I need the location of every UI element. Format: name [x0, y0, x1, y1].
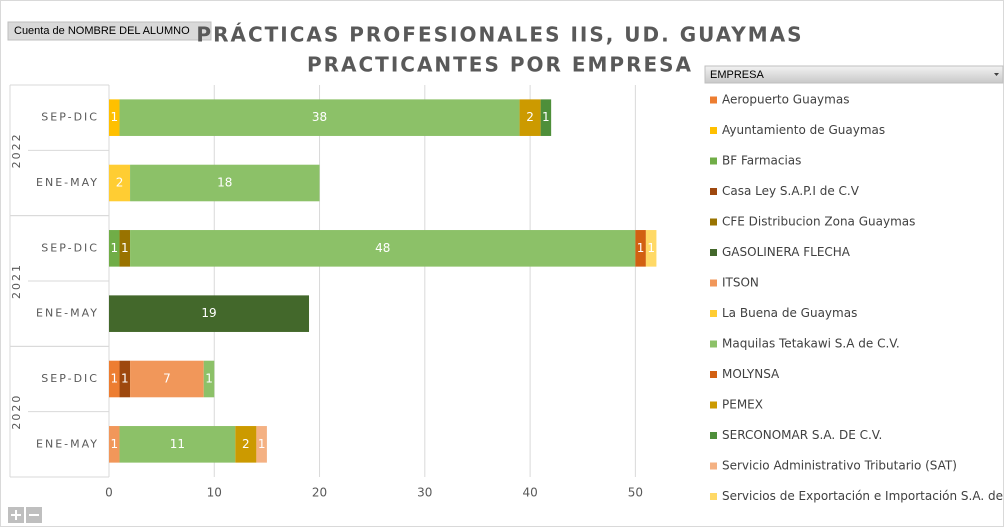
- legend-label: GASOLINERA FLECHA: [722, 245, 851, 259]
- legend-label: PEMEX: [722, 398, 763, 412]
- bar-segment: [130, 360, 204, 398]
- group-label: 2021: [10, 263, 23, 299]
- data-label: 1: [121, 372, 129, 386]
- data-label: 2: [242, 437, 250, 451]
- data-label: 1: [205, 372, 213, 386]
- bar-segment: [119, 426, 236, 463]
- data-label: 2: [116, 176, 124, 190]
- category-label: ENE-MAY: [36, 437, 99, 450]
- bar-segment: [109, 360, 120, 398]
- legend-swatch: [710, 371, 717, 378]
- legend-label: Maquilas Tetakawi S.A de C.V.: [722, 337, 900, 351]
- x-tick-label: 10: [207, 486, 222, 500]
- x-tick-label: 20: [312, 486, 327, 500]
- data-label: 1: [647, 241, 655, 255]
- bar-segment: [119, 99, 520, 136]
- legend-label: MOLYNSA: [722, 367, 780, 381]
- chart-subtitle: PRACTICANTES POR EMPRESA: [307, 53, 693, 77]
- data-label: 1: [110, 437, 118, 451]
- bar-segment: [109, 426, 120, 463]
- data-label: 38: [312, 110, 327, 124]
- category-label: ENE-MAY: [36, 176, 99, 189]
- legend-swatch: [710, 462, 717, 470]
- legend-label: ITSON: [722, 276, 759, 290]
- x-tick-label: 50: [628, 486, 643, 500]
- legend-field-button[interactable]: [704, 65, 1004, 84]
- data-label: 18: [217, 176, 232, 190]
- legend-label: La Buena de Guaymas: [722, 306, 857, 320]
- legend-swatch: [710, 127, 717, 134]
- legend-swatch: [710, 218, 717, 226]
- legend-swatch: [710, 157, 717, 165]
- value-field-button[interactable]: [7, 21, 212, 41]
- category-label: SEP-DIC: [41, 241, 99, 254]
- legend-swatch: [710, 279, 717, 287]
- legend-swatch: [710, 188, 717, 195]
- bar-segment: [109, 99, 120, 136]
- x-tick-label: 40: [522, 486, 537, 500]
- category-label: ENE-MAY: [36, 307, 99, 320]
- zoom-buttons: [8, 507, 42, 523]
- data-label: 1: [542, 110, 550, 124]
- bar-segment: [109, 230, 120, 267]
- legend-swatch: [710, 493, 717, 500]
- legend-label: SERCONOMAR S.A. DE C.V.: [722, 428, 882, 442]
- legend-label: Ayuntamiento de Guaymas: [722, 123, 885, 137]
- legend-label: Servicio Administrativo Tributario (SAT): [722, 459, 957, 473]
- data-label: 1: [121, 241, 129, 255]
- bar-segment: [203, 360, 215, 398]
- bar-segment: [235, 426, 257, 463]
- legend-label: Servicios de Exportación e Importación S…: [722, 489, 1004, 503]
- data-label: 1: [258, 437, 266, 451]
- x-tick-label: 0: [105, 486, 113, 500]
- legend-swatch: [710, 96, 717, 104]
- legend-title: EMPRESA: [710, 69, 764, 81]
- legend-swatch: [710, 432, 717, 439]
- data-label: 1: [637, 241, 645, 255]
- dropdown-arrow: [994, 73, 999, 76]
- legend-swatch: [710, 249, 717, 256]
- legend-label: BF Farmacias: [722, 154, 801, 168]
- data-label: 2: [526, 110, 534, 124]
- data-label: 48: [375, 241, 390, 255]
- bar-segment: [109, 295, 310, 332]
- legend-label: CFE Distribucion Zona Guaymas: [722, 215, 915, 229]
- chart-title: PRÁCTICAS PROFESIONALES IIS, UD. GUAYMAS: [196, 23, 803, 47]
- data-label: 7: [163, 372, 171, 386]
- bar-segment: [130, 230, 636, 267]
- legend-label: Casa Ley S.A.P.I de C.V: [722, 184, 860, 198]
- bar-segment: [130, 164, 320, 202]
- bar-segment: [119, 360, 131, 398]
- legend-swatch: [710, 310, 717, 317]
- group-label: 2022: [10, 132, 23, 168]
- plus-icon: [11, 510, 21, 520]
- bar-segment: [119, 230, 131, 267]
- category-label: SEP-DIC: [41, 372, 99, 385]
- x-tick-label: 30: [417, 486, 432, 500]
- bar-segment: [109, 164, 131, 202]
- bar-segment: [256, 426, 267, 463]
- value-field-label: Cuenta de NOMBRE DEL ALUMNO: [14, 25, 190, 37]
- data-label: 1: [110, 110, 118, 124]
- legend-swatch: [710, 401, 717, 409]
- category-label: SEP-DIC: [41, 111, 99, 124]
- data-label: 11: [170, 437, 185, 451]
- data-label: 1: [110, 372, 118, 386]
- data-label: 1: [110, 241, 118, 255]
- bar-segment: [635, 230, 646, 267]
- bar-segment: [519, 99, 541, 136]
- bar-segment: [540, 99, 552, 136]
- legend-label: Aeropuerto Guaymas: [722, 93, 849, 107]
- legend-swatch: [710, 340, 717, 348]
- data-label: 19: [201, 306, 216, 320]
- bar-segment: [645, 230, 657, 267]
- group-label: 2020: [10, 394, 23, 430]
